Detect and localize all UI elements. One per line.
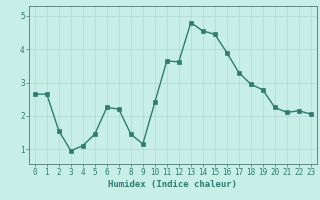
X-axis label: Humidex (Indice chaleur): Humidex (Indice chaleur) bbox=[108, 180, 237, 189]
